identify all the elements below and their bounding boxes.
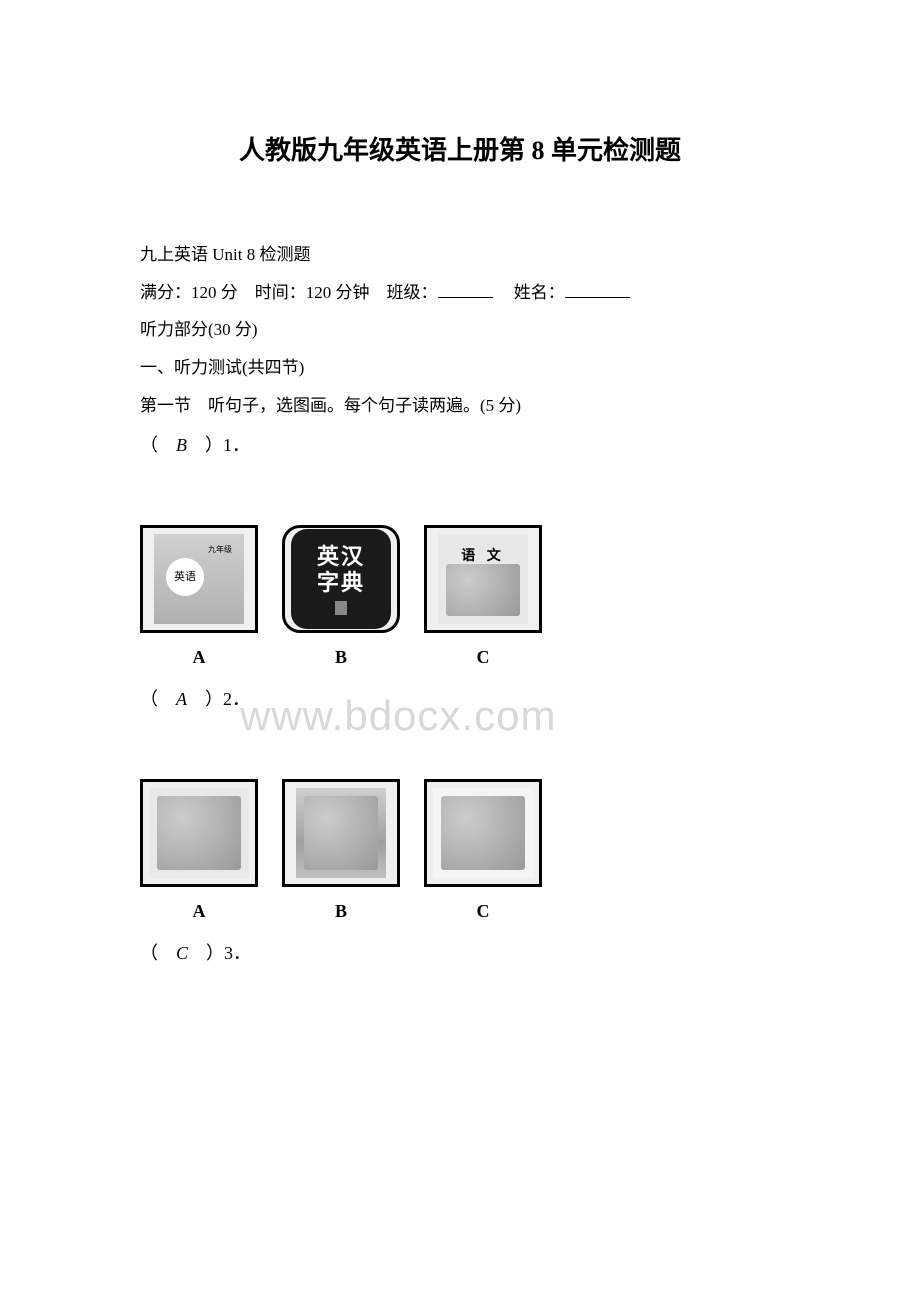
answer-1: B (176, 435, 187, 455)
image-2a (140, 779, 258, 887)
dictionary-ribbon (335, 601, 347, 615)
label-1b: B (282, 639, 400, 677)
score-value: 120 分 (191, 283, 238, 302)
answer-2: A (176, 689, 187, 709)
book-english-circle: 英语 (166, 558, 204, 596)
part1-instruction: 第一节 听句子，选图画。每个句子读两遍。(5 分) (140, 388, 780, 424)
content-area: 九上英语 Unit 8 检测题 满分：120 分 时间：120 分钟 班级： 姓… (140, 237, 780, 972)
name-blank[interactable] (565, 280, 630, 298)
image-2c (424, 779, 542, 887)
time-value: 120 分钟 (306, 283, 370, 302)
book-chinese-icon: 语 文 (438, 534, 528, 624)
qnum-2: 2 (223, 689, 232, 709)
dictionary-line1: 英汉 (317, 544, 365, 570)
answer-3: C (176, 943, 188, 963)
class-blank[interactable] (438, 280, 493, 298)
image-1b: 英汉 字典 (282, 525, 400, 633)
label-2c: C (424, 893, 542, 931)
dictionary-line2: 字典 (317, 570, 365, 596)
watermark: www.bdocx.com (240, 692, 556, 740)
label-2a: A (140, 893, 258, 931)
fishing-inner (304, 796, 378, 870)
subtitle: 九上英语 Unit 8 检测题 (140, 237, 780, 273)
question-1: （ B ）1． (140, 427, 780, 465)
listening-header: 听力部分(30 分) (140, 312, 780, 348)
label-1a: A (140, 639, 258, 677)
question-3: （ C ）3． (140, 935, 780, 973)
section1-header: 一、听力测试(共四节) (140, 350, 780, 386)
label-row-2: A B C (140, 893, 780, 931)
book-chinese-inner (446, 564, 520, 616)
label-2b: B (282, 893, 400, 931)
book-english-icon: 九年级 英语 (154, 534, 244, 624)
book-english-subtitle: 九年级 (208, 542, 232, 559)
picnic-inner (157, 796, 241, 870)
label-1c: C (424, 639, 542, 677)
name-label: 姓名： (514, 283, 565, 302)
page-title: 人教版九年级英语上册第 8 单元检测题 (140, 130, 780, 167)
image-row-2 (140, 779, 780, 887)
class-label: 班级： (387, 283, 438, 302)
qnum-3: 3 (224, 943, 233, 963)
qnum-1: 1 (223, 435, 232, 455)
dictionary-icon: 英汉 字典 (291, 529, 391, 629)
time-label: 时间： (255, 283, 306, 302)
image-1c: 语 文 (424, 525, 542, 633)
boat-scene-icon (433, 788, 533, 878)
info-line: 满分：120 分 时间：120 分钟 班级： 姓名： (140, 275, 780, 311)
boat-inner (441, 796, 525, 870)
score-label: 满分： (140, 283, 191, 302)
fishing-scene-icon (296, 788, 386, 878)
image-1a: 九年级 英语 (140, 525, 258, 633)
picnic-scene-icon (149, 788, 249, 878)
page-container: 人教版九年级英语上册第 8 单元检测题 九上英语 Unit 8 检测题 满分：1… (0, 0, 920, 1062)
image-row-1: 九年级 英语 英汉 字典 语 文 (140, 525, 780, 633)
label-row-1: A B C (140, 639, 780, 677)
image-2b (282, 779, 400, 887)
